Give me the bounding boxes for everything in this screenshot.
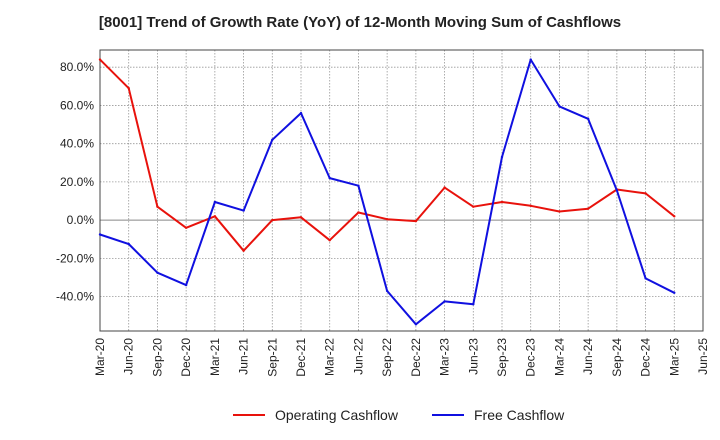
legend-label-free-cashflow: Free Cashflow <box>474 407 565 423</box>
y-tick-label: 40.0% <box>60 137 94 151</box>
x-tick-label: Sep-23 <box>495 338 509 377</box>
x-tick-label: Mar-24 <box>552 338 566 376</box>
chart-title: [8001] Trend of Growth Rate (YoY) of 12-… <box>98 14 622 31</box>
plot-frame <box>99 49 704 332</box>
data-point-free-cashflow <box>472 303 475 306</box>
data-point-operating-cashflow <box>443 186 446 189</box>
data-point-operating-cashflow <box>558 210 561 213</box>
data-point-operating-cashflow <box>586 207 590 210</box>
x-tick-label: Dec-20 <box>179 338 193 377</box>
x-tick-label: Mar-20 <box>93 338 107 376</box>
data-point-operating-cashflow <box>500 200 504 204</box>
x-tick-label: Jun-25 <box>696 338 710 375</box>
y-tick-label: 60.0% <box>60 98 94 112</box>
data-point-operating-cashflow <box>213 215 217 218</box>
data-point-operating-cashflow <box>644 192 647 195</box>
data-point-free-cashflow <box>385 289 389 293</box>
data-point-free-cashflow <box>328 176 331 180</box>
data-point-operating-cashflow <box>414 219 418 223</box>
data-point-free-cashflow <box>615 189 619 192</box>
data-point-free-cashflow <box>500 155 504 159</box>
data-point-free-cashflow <box>127 242 130 246</box>
data-point-free-cashflow <box>529 58 532 61</box>
data-point-free-cashflow <box>213 200 217 204</box>
x-tick-label: Sep-20 <box>150 338 164 377</box>
x-tick-label: Sep-22 <box>380 338 394 377</box>
data-point-operating-cashflow <box>271 218 274 222</box>
data-point-free-cashflow <box>673 291 676 294</box>
legend-label-operating-cashflow: Operating Cashflow <box>275 407 399 423</box>
data-point-free-cashflow <box>184 283 188 287</box>
x-tick-label: Dec-21 <box>294 338 308 377</box>
x-tick-label: Jun-24 <box>581 338 595 375</box>
x-tick-label: Jun-20 <box>122 338 136 375</box>
x-tick-label: Mar-23 <box>438 338 452 376</box>
data-point-free-cashflow <box>443 300 446 303</box>
x-tick-label: Mar-22 <box>323 338 337 376</box>
x-tick-label: Dec-23 <box>524 338 538 377</box>
data-point-free-cashflow <box>299 111 303 115</box>
y-tick-label: -20.0% <box>56 251 94 265</box>
data-point-operating-cashflow <box>357 211 360 214</box>
data-point-operating-cashflow <box>385 218 389 221</box>
data-point-free-cashflow <box>357 184 360 187</box>
data-point-operating-cashflow <box>127 87 130 90</box>
data-point-operating-cashflow <box>242 249 245 252</box>
data-point-free-cashflow <box>271 138 274 141</box>
data-point-free-cashflow <box>558 105 561 108</box>
x-tick-label: Dec-24 <box>639 338 653 377</box>
data-point-operating-cashflow <box>472 205 475 208</box>
x-tick-label: Jun-23 <box>466 338 480 375</box>
x-tick-label: Sep-24 <box>610 338 624 377</box>
y-tick-label: 80.0% <box>60 60 94 74</box>
data-point-operating-cashflow <box>673 215 676 218</box>
series-layer <box>98 58 676 326</box>
y-tick-label: -40.0% <box>56 290 94 304</box>
data-point-free-cashflow <box>414 323 418 326</box>
x-tick-label: Jun-21 <box>237 338 251 375</box>
grid-layer <box>100 50 703 331</box>
data-point-free-cashflow <box>644 277 647 280</box>
x-tick-label: Jun-22 <box>351 338 365 375</box>
x-axis-ticks: Mar-20 Jun-20 Sep-20 Dec-20 Mar-21 Jun-21 Sep-… <box>93 338 710 377</box>
data-point-operating-cashflow <box>156 205 159 208</box>
x-tick-label: Mar-25 <box>667 338 681 376</box>
y-tick-label: 0.0% <box>67 213 95 227</box>
data-point-operating-cashflow <box>98 58 102 61</box>
x-tick-label: Sep-21 <box>265 338 279 377</box>
data-point-operating-cashflow <box>299 216 303 219</box>
x-tick-label: Mar-21 <box>208 338 222 376</box>
data-point-operating-cashflow <box>328 239 331 242</box>
data-point-free-cashflow <box>156 271 159 274</box>
data-point-free-cashflow <box>98 233 102 236</box>
data-point-operating-cashflow <box>529 204 532 207</box>
data-point-free-cashflow <box>242 209 245 212</box>
y-tick-label: 20.0% <box>60 175 94 189</box>
data-point-free-cashflow <box>586 117 590 121</box>
x-tick-label: Dec-22 <box>409 338 423 377</box>
legend: Operating Cashflow Free Cashflow <box>233 407 565 423</box>
data-point-operating-cashflow <box>184 226 188 229</box>
y-axis-ticks: 80.0% 60.0% 40.0% 20.0% 0.0% -20.0% -40.0% <box>56 60 94 303</box>
